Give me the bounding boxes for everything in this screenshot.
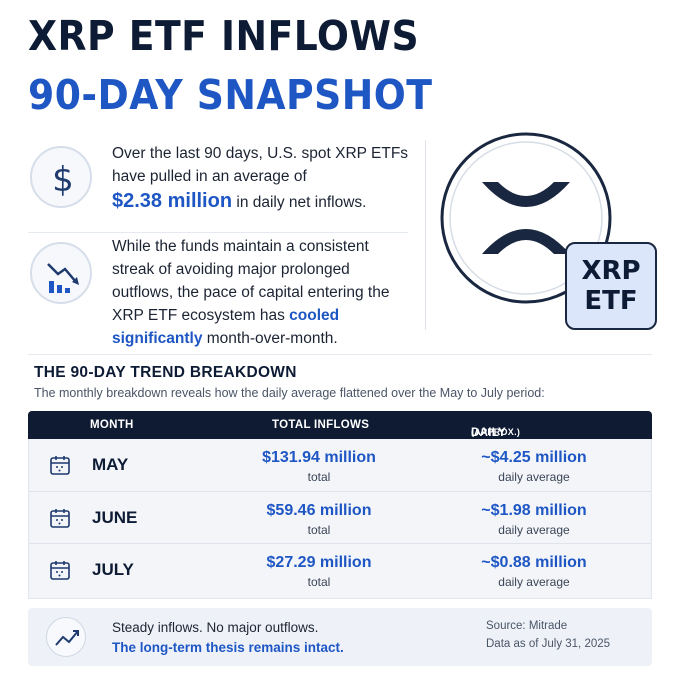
section-divider	[28, 354, 652, 355]
intro-paragraph-1: Over the last 90 days, U.S. spot XRP ETF…	[112, 142, 422, 214]
footer-summary: Steady inflows. No major outflows.	[112, 620, 319, 635]
para2-line-2: streak of avoiding major prolonged	[112, 261, 350, 278]
badge-line-etf: ETF	[584, 286, 638, 316]
col-header-total: TOTAL INFLOWS	[272, 419, 370, 431]
total-caption: total	[307, 575, 331, 589]
table-header: MONTH TOTAL INFLOWS DAILY AVERAGE (APPRO…	[28, 411, 652, 451]
total-inflows: $131.94 million	[262, 449, 376, 466]
xrp-etf-badge: XRP ETF	[565, 242, 657, 330]
trend-title: THE 90-DAY TREND BREAKDOWN	[34, 364, 297, 381]
daily-average-caption: daily average	[498, 470, 570, 484]
month-label: JUNE	[92, 508, 138, 527]
trend-subtitle: The monthly breakdown reveals how the da…	[34, 386, 545, 400]
vertical-divider	[425, 140, 426, 330]
para2-line-1: While the funds maintain a consistent	[112, 238, 369, 255]
significantly-highlight: significantly	[112, 330, 203, 347]
divider	[28, 232, 408, 233]
intro-paragraph-2: While the funds maintain a consistent st…	[112, 235, 422, 350]
para2-line-3: outflows, the pace of capital entering t…	[112, 284, 390, 301]
badge-line-xrp: XRP	[581, 256, 641, 286]
daily-average: ~$4.25 million	[481, 449, 587, 466]
trend-line-icon	[46, 617, 86, 657]
col-header-month: MONTH	[90, 419, 134, 431]
month-label: MAY	[92, 455, 129, 474]
month-label: JULY	[92, 560, 134, 579]
intro-line-2: have pulled in an average of	[112, 168, 307, 185]
total-inflows: $59.46 million	[266, 502, 372, 519]
page-title-line2: 90-DAY SNAPSHOT	[28, 71, 433, 119]
page-title-line1: XRP ETF INFLOWS	[28, 12, 420, 60]
table-row: JULY $27.29 million total ~$0.88 million…	[29, 543, 651, 595]
svg-text:$: $	[52, 160, 74, 200]
inflows-table: MAY $131.94 million total ~$4.25 million…	[28, 439, 652, 599]
table-row: MAY $131.94 million total ~$4.25 million…	[29, 439, 651, 491]
calendar-icon	[50, 561, 70, 580]
total-caption: total	[307, 523, 331, 537]
para2-line-5: month-over-month.	[206, 330, 338, 347]
footer-thesis: The long-term thesis remains intact.	[112, 640, 344, 655]
daily-inflow-highlight: $2.38 million	[112, 190, 233, 212]
approx-note: (APPROX.)	[471, 427, 521, 437]
daily-average-caption: daily average	[498, 523, 570, 537]
daily-average: ~$0.88 million	[481, 554, 587, 571]
source-label: Source: Mitrade	[486, 620, 568, 632]
data-date: Data as of July 31, 2025	[486, 638, 611, 650]
daily-average-caption: daily average	[498, 575, 570, 589]
summary-footer: Steady inflows. No major outflows. The l…	[28, 608, 652, 666]
declining-chart-icon	[30, 242, 92, 304]
calendar-icon	[50, 456, 70, 475]
total-caption: total	[307, 470, 331, 484]
cooled-highlight: cooled	[289, 307, 340, 324]
calendar-icon	[50, 509, 70, 528]
table-row: JUNE $59.46 million total ~$1.98 million…	[29, 491, 651, 543]
intro-line-3: in daily net inflows.	[236, 194, 367, 211]
para2-line-4: XRP ETF ecosystem has	[112, 307, 285, 324]
total-inflows: $27.29 million	[266, 554, 372, 571]
intro-line-1: Over the last 90 days, U.S. spot XRP ETF…	[112, 145, 409, 162]
daily-average: ~$1.98 million	[481, 502, 587, 519]
dollar-icon: $	[30, 146, 92, 208]
